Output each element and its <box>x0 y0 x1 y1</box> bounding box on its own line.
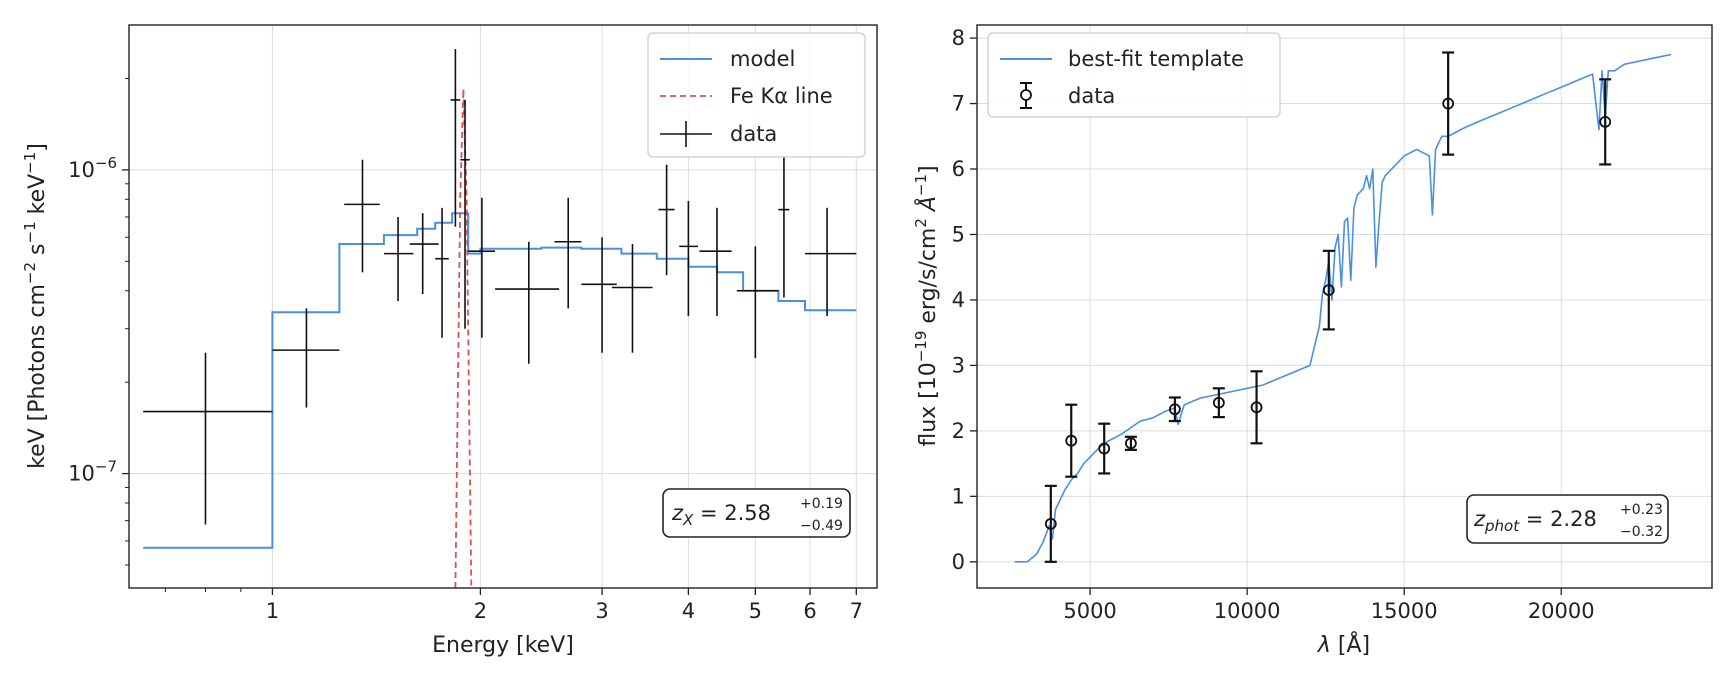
left-data-point-4 <box>409 213 439 295</box>
left-ytick-label-1: 10−6 <box>68 154 117 182</box>
right-xtick-label-1: 10000 <box>1214 599 1281 623</box>
right-xtick-label-2: 15000 <box>1371 599 1438 623</box>
right-ytick-label-1: 1 <box>952 484 965 508</box>
annot-zphot: z <box>1473 507 1486 531</box>
right-xtick-label-0: 5000 <box>1063 599 1116 623</box>
right-ytick-label-2: 2 <box>952 419 965 443</box>
legend-template-label: best-fit template <box>1068 47 1244 71</box>
right-ytick-label-6: 6 <box>952 157 965 181</box>
left-data-point-8 <box>468 197 496 338</box>
left-data-point-15 <box>699 207 732 317</box>
annot-phot-low: −0.32 <box>1620 524 1663 540</box>
left-data-point-10 <box>554 197 582 309</box>
left-y-axis-label: keV [Photons cm−2 s−1 keV−1] <box>21 143 50 469</box>
left-x-axis-label: Energy [keV] <box>432 633 574 658</box>
annot-phot-sup: +0.23 <box>1620 502 1663 518</box>
left-data-point-3 <box>383 216 414 302</box>
right-plot-frame <box>976 24 1713 589</box>
right-data-point-5 <box>1212 387 1225 419</box>
right-data-point-4 <box>1168 396 1181 423</box>
left-data-series <box>143 49 857 525</box>
left-fe-line-series <box>454 88 473 589</box>
right-data-point-7 <box>1322 249 1335 331</box>
right-xtick-label-3: 20000 <box>1528 599 1595 623</box>
right-redshift-annotation: zphot = 2.28 +0.23 −0.32 <box>1466 494 1669 544</box>
left-data-point-5 <box>435 207 449 338</box>
left-xtick-label-4: 5 <box>749 599 762 623</box>
right-data-point-2 <box>1098 422 1111 475</box>
right-data-point-6 <box>1250 370 1263 445</box>
right-data-point-9 <box>1599 78 1612 166</box>
right-x-ticks: 5000 10000 15000 20000 <box>1063 588 1595 623</box>
legend-data-marker <box>1020 89 1032 101</box>
left-xtick-label-1: 2 <box>474 599 487 623</box>
left-x-ticks: 1 2 3 4 5 6 7 <box>164 588 863 623</box>
right-ytick-label-3: 3 <box>952 353 965 377</box>
left-data-point-16 <box>736 246 779 359</box>
left-legend: model Fe Kα line data <box>647 32 866 158</box>
right-data-point-8 <box>1442 51 1455 156</box>
right-data-point-0 <box>1044 484 1057 563</box>
legend-model-label: model <box>730 47 795 71</box>
sed-panel: 5000 10000 15000 20000 0 1 2 3 4 5 6 7 8 λ [Å] flux… <box>912 24 1713 658</box>
left-data-point-9 <box>495 241 560 364</box>
model-line <box>143 212 857 549</box>
left-data-point-17 <box>778 157 790 298</box>
right-ytick-label-5: 5 <box>952 222 965 246</box>
right-data-point-1 <box>1065 403 1078 478</box>
right-data-point-3 <box>1124 435 1137 451</box>
right-ytick-label-7: 7 <box>952 92 965 116</box>
left-data-point-6 <box>450 49 461 227</box>
right-ytick-label-8: 8 <box>952 26 965 50</box>
svg-text:zX = 2.58: zX = 2.58 <box>671 501 771 529</box>
right-ytick-label-4: 4 <box>952 288 965 312</box>
left-data-point-0 <box>143 352 273 525</box>
right-ytick-label-0: 0 <box>952 550 965 574</box>
legend-fe-label: Fe Kα line <box>730 84 833 108</box>
left-xtick-label-5: 6 <box>803 599 816 623</box>
right-gridlines <box>977 25 1712 588</box>
left-model-series <box>143 212 857 549</box>
left-xtick-label-0: 1 <box>266 599 279 623</box>
left-data-point-13 <box>658 164 675 276</box>
left-data-point-18 <box>805 207 857 317</box>
left-data-point-14 <box>679 200 698 317</box>
annot-sup: +0.19 <box>800 496 843 512</box>
right-legend: best-fit template data <box>987 32 1281 118</box>
left-data-point-2 <box>344 159 380 273</box>
left-data-point-7 <box>460 99 470 329</box>
right-x-axis-label: λ [Å] <box>1317 631 1370 658</box>
left-xtick-label-2: 3 <box>595 599 608 623</box>
right-y-ticks: 0 1 2 3 4 5 6 7 8 <box>952 26 977 574</box>
xray-spectrum-panel: 1 2 3 4 5 6 7 10−7 10−6 Energy [keV] keV [Photo… <box>21 24 878 658</box>
right-y-axis-label: flux [10−19 erg/s/cm2 Å−1] <box>912 165 941 446</box>
legend-data-label: data <box>730 122 777 146</box>
annot-z: z <box>671 501 684 525</box>
right-template-series <box>1014 53 1672 563</box>
fe-line <box>454 88 473 589</box>
left-plot-frame <box>128 24 878 589</box>
right-data-series <box>1044 51 1612 563</box>
left-data-point-11 <box>581 237 617 353</box>
legend-data-label-right: data <box>1068 84 1115 108</box>
left-data-point-12 <box>611 244 653 353</box>
annot-low: −0.49 <box>800 518 843 534</box>
template-line <box>1014 53 1672 563</box>
left-xtick-label-3: 4 <box>682 599 695 623</box>
left-redshift-annotation: zX = 2.58 +0.19 −0.49 <box>662 488 851 538</box>
left-y-ticks: 10−7 10−6 <box>68 77 129 566</box>
left-ytick-label-0: 10−7 <box>68 458 117 486</box>
left-xtick-label-6: 7 <box>850 599 863 623</box>
svg-text:zphot = 2.28: zphot = 2.28 <box>1473 507 1597 535</box>
left-data-point-1 <box>272 308 340 408</box>
